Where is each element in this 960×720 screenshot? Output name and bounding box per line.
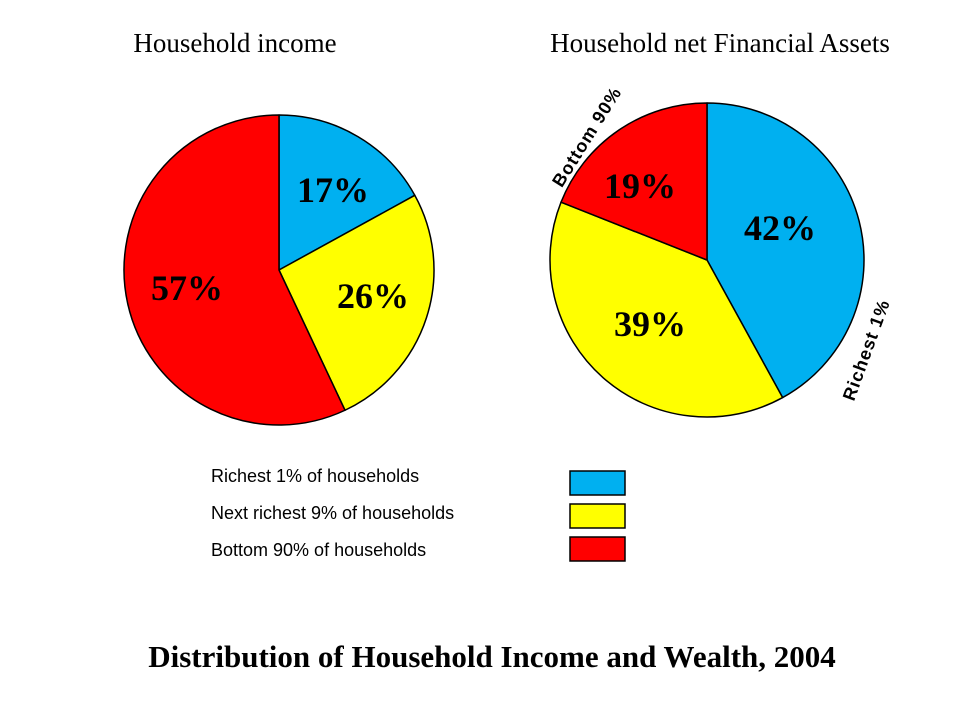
legend: Richest 1% of households Next richest 9%… [211,466,626,562]
income-slice-bottom [123,114,346,426]
assets-pie-title: Household net Financial Assets [550,28,890,58]
income-slice-next [278,194,435,411]
income-bottom-label: 57% [151,268,223,308]
assets-slice-bottom [560,102,708,261]
assets-richest-label: 42% [744,208,816,248]
main-title: Distribution of Household Income and Wea… [148,639,836,674]
legend-label-bottom: Bottom 90% of households [211,540,426,560]
legend-swatch-bottom [569,536,626,562]
assets-slice-richest [706,102,865,399]
assets-pie [549,102,865,418]
income-richest-label: 17% [297,170,369,210]
legend-label-next: Next richest 9% of households [211,503,454,523]
legend-label-richest: Richest 1% of households [211,466,419,486]
income-next-label: 26% [337,276,409,316]
assets-bottom-label: 19% [604,166,676,206]
income-slice-richest [278,114,416,271]
legend-swatch-next [569,503,626,529]
income-pie-title: Household income [133,28,336,58]
assets-next-label: 39% [614,304,686,344]
legend-swatch-richest [569,470,626,496]
income-pie [123,114,435,426]
assets-slice-next [549,201,784,418]
